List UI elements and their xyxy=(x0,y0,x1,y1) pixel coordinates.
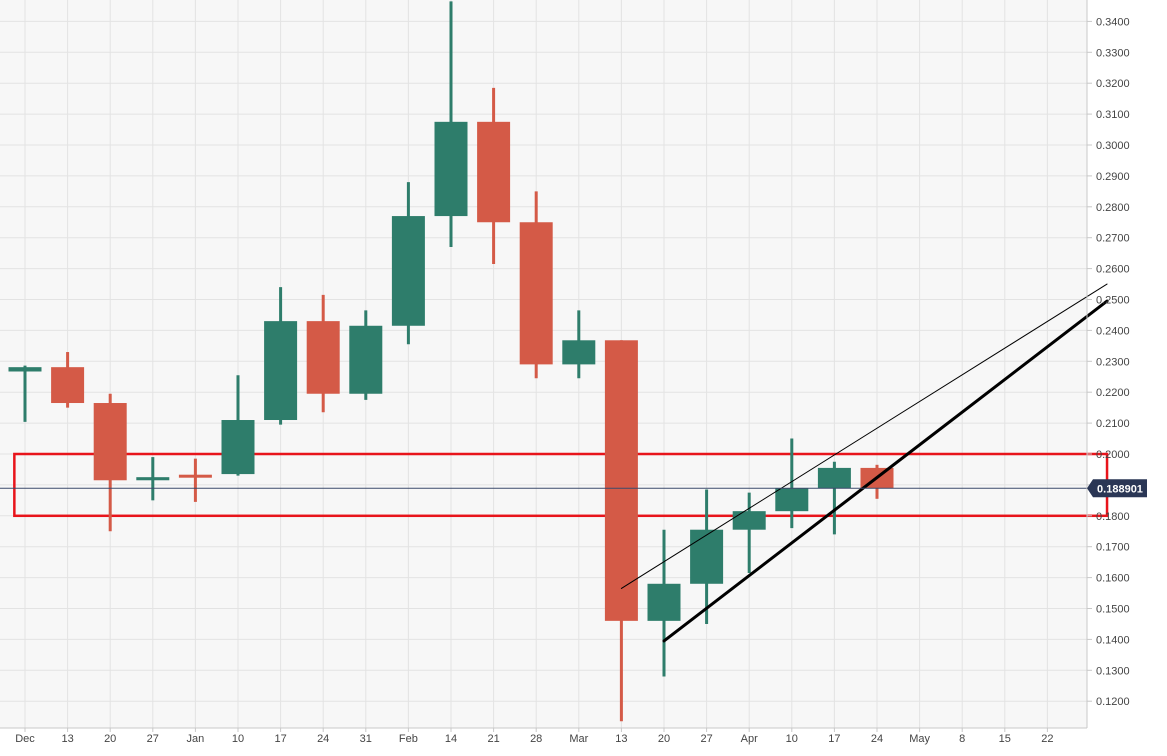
y-tick-label: 0.1700 xyxy=(1096,542,1130,554)
candle-body xyxy=(604,340,638,621)
x-tick-label: 22 xyxy=(1041,733,1053,745)
x-tick-label: 20 xyxy=(104,733,116,745)
x-axis-ticks: Dec 13 20 27 Jan 10 17 24 31 Feb 14 21 28 Mar 13 20 27 Ap… xyxy=(15,728,1054,745)
candle-down[interactable] xyxy=(51,352,85,408)
candle-up[interactable] xyxy=(264,287,298,425)
current-price-badge xyxy=(1087,479,1147,498)
y-tick-label: 0.1600 xyxy=(1096,573,1130,585)
candle-body xyxy=(136,477,170,481)
y-tick-label: 0.1500 xyxy=(1096,604,1130,616)
x-tick-label: May xyxy=(909,733,930,745)
y-tick-label: 0.2800 xyxy=(1096,202,1130,214)
candle-body xyxy=(817,467,851,488)
candle-up[interactable] xyxy=(732,492,766,573)
current-price-label-group[interactable]: 0.188901 xyxy=(1087,479,1147,498)
x-tick-label: 15 xyxy=(999,733,1011,745)
candle-down[interactable] xyxy=(93,393,127,532)
candle-body xyxy=(93,403,127,481)
y-tick-label: 0.1800 xyxy=(1096,511,1130,523)
y-tick-label: 0.2100 xyxy=(1096,418,1130,430)
trendlines-group xyxy=(620,283,1109,643)
y-tick-label: 0.2000 xyxy=(1096,449,1130,461)
candle-body xyxy=(306,321,340,394)
candle-up[interactable] xyxy=(136,457,170,501)
current-price-label: 0.188901 xyxy=(1097,483,1143,495)
candle-body xyxy=(8,367,42,372)
candle-body xyxy=(732,511,766,530)
x-tick-label: 20 xyxy=(658,733,670,745)
y-tick-label: 0.2900 xyxy=(1096,171,1130,183)
y-tick-label: 0.3200 xyxy=(1096,78,1130,90)
candle-up[interactable] xyxy=(690,489,724,624)
y-tick-label: 0.2500 xyxy=(1096,295,1130,307)
candle-body xyxy=(519,222,553,365)
candle-down[interactable] xyxy=(178,458,212,502)
candle-up[interactable] xyxy=(817,461,851,535)
candle-up[interactable] xyxy=(349,310,383,400)
x-tick-label: Jan xyxy=(187,733,205,745)
candle-down[interactable] xyxy=(519,191,553,379)
candle-up[interactable] xyxy=(391,182,425,345)
x-tick-label: 17 xyxy=(274,733,286,745)
x-tick-label: 27 xyxy=(700,733,712,745)
candle-down[interactable] xyxy=(477,87,511,264)
x-tick-label: 27 xyxy=(147,733,159,745)
x-tick-label: Apr xyxy=(741,733,758,745)
y-tick-label: 0.3000 xyxy=(1096,140,1130,152)
candles-group xyxy=(8,1,894,722)
candle-up[interactable] xyxy=(775,438,809,529)
x-tick-label: 13 xyxy=(615,733,627,745)
y-tick-label: 0.1400 xyxy=(1096,634,1130,646)
candle-up[interactable] xyxy=(434,1,468,247)
x-tick-label: 28 xyxy=(530,733,542,745)
y-tick-label: 0.1300 xyxy=(1096,665,1130,677)
x-tick-label: 10 xyxy=(232,733,244,745)
y-tick-label: 0.3100 xyxy=(1096,109,1130,121)
x-tick-label: 14 xyxy=(445,733,457,745)
y-tick-label: 0.3300 xyxy=(1096,47,1130,59)
x-tick-label: 8 xyxy=(959,733,965,745)
candle-body xyxy=(477,121,511,223)
x-tick-label: Dec xyxy=(15,733,35,745)
candle-up[interactable] xyxy=(221,375,255,476)
y-tick-label: 0.3400 xyxy=(1096,16,1130,28)
candle-body xyxy=(391,216,425,326)
candle-body xyxy=(178,474,212,478)
candle-up[interactable] xyxy=(647,529,681,677)
candle-up[interactable] xyxy=(8,365,42,422)
y-tick-label: 0.1200 xyxy=(1096,696,1130,708)
x-tick-label: 10 xyxy=(786,733,798,745)
trendline-thin[interactable] xyxy=(620,283,1108,589)
candle-body xyxy=(349,325,383,394)
candle-body xyxy=(51,367,85,404)
candle-body xyxy=(647,583,681,621)
y-tick-label: 0.2300 xyxy=(1096,356,1130,368)
y-tick-label: 0.2200 xyxy=(1096,387,1130,399)
y-axis-ticks: 0.1200 0.1300 0.1400 0.1500 0.1600 0.1700 0.18… xyxy=(1087,16,1130,708)
y-tick-label: 0.2600 xyxy=(1096,264,1130,276)
candle-body xyxy=(690,529,724,584)
candle-body xyxy=(264,321,298,421)
y-tick-label: 0.2700 xyxy=(1096,233,1130,245)
candle-body xyxy=(775,487,809,512)
candle-body xyxy=(562,340,596,365)
y-tick-label: 0.2400 xyxy=(1096,325,1130,337)
candle-body xyxy=(434,121,468,217)
x-tick-label: Feb xyxy=(399,733,418,745)
trendline-thick[interactable] xyxy=(662,299,1109,643)
x-tick-label: Mar xyxy=(569,733,588,745)
candle-up[interactable] xyxy=(562,310,596,379)
candle-down[interactable] xyxy=(306,294,340,413)
x-tick-label: 21 xyxy=(487,733,499,745)
x-tick-label: 31 xyxy=(360,733,372,745)
x-tick-label: 24 xyxy=(871,733,883,745)
candle-down[interactable] xyxy=(604,340,638,722)
candle-body xyxy=(221,420,255,475)
x-tick-label: 13 xyxy=(61,733,73,745)
x-tick-label: 24 xyxy=(317,733,329,745)
x-tick-label: 17 xyxy=(828,733,840,745)
